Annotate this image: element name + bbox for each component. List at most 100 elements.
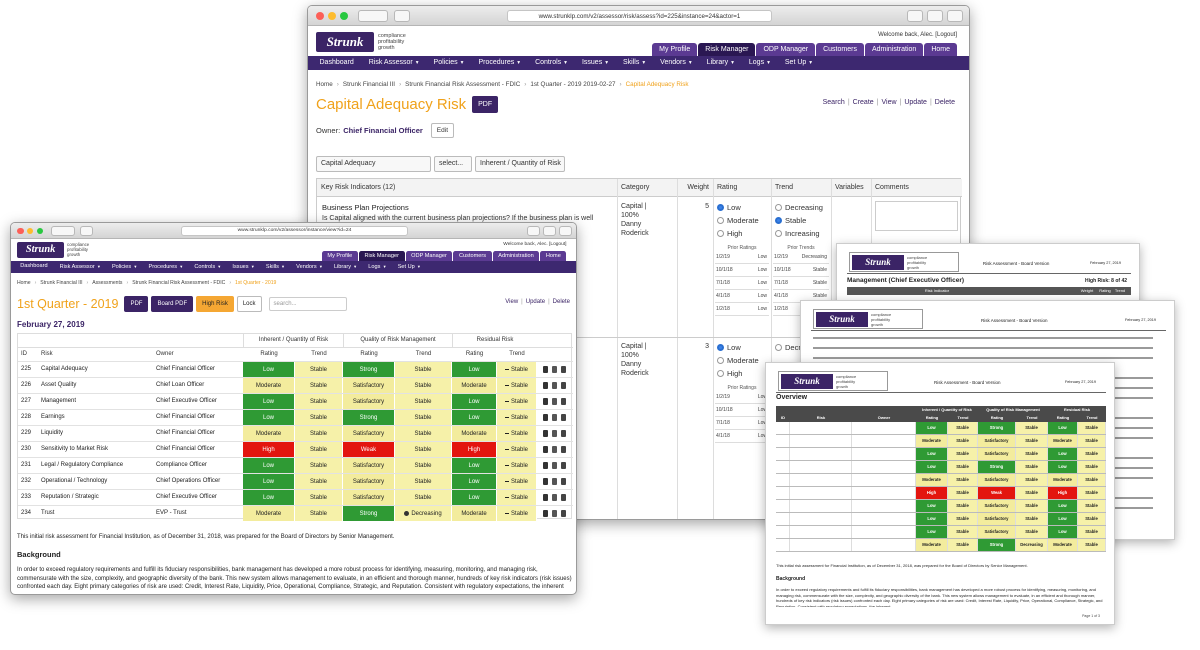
radio[interactable] (717, 230, 724, 237)
breadcrumb-item[interactable]: Strunk Financial Risk Assessment - FDIC (122, 280, 225, 286)
breadcrumb-item[interactable]: Assessments (82, 280, 122, 286)
nav-item[interactable]: Set Up (392, 261, 426, 272)
tab[interactable]: ODP Manager (405, 251, 453, 262)
nav-item[interactable]: Vendors (290, 261, 328, 272)
row-icon[interactable] (552, 510, 557, 517)
row-icon[interactable] (561, 510, 566, 517)
radio[interactable] (717, 204, 724, 211)
row-icon[interactable] (543, 430, 548, 437)
radio[interactable] (775, 204, 782, 211)
nav-item[interactable]: Logs (741, 56, 777, 70)
nav-item[interactable]: Controls (188, 261, 226, 272)
row-icon[interactable] (543, 382, 548, 389)
nav-item[interactable]: Policies (426, 56, 471, 70)
window-control[interactable] (316, 12, 324, 20)
row-icon[interactable] (552, 494, 557, 501)
window-control[interactable] (36, 227, 43, 235)
toolbar-button[interactable] (927, 10, 943, 22)
sidebar-button[interactable] (79, 226, 93, 236)
tab[interactable]: Administration (864, 43, 924, 56)
tab[interactable]: My Profile (652, 43, 698, 56)
comment-box[interactable] (875, 201, 958, 231)
tab[interactable]: Administration (492, 251, 540, 262)
radio[interactable] (775, 217, 782, 224)
row-icon[interactable] (561, 462, 566, 469)
breadcrumb-item[interactable]: Home (316, 81, 333, 88)
action-button[interactable]: Board PDF (151, 296, 194, 312)
row-icon[interactable] (543, 494, 548, 501)
nav-item[interactable]: Controls (528, 56, 575, 70)
nav-item[interactable]: Risk Assessor (54, 261, 106, 272)
row-icon[interactable] (552, 414, 557, 421)
nav-item[interactable]: Library (699, 56, 741, 70)
tab[interactable]: Home (924, 43, 957, 56)
row-icon[interactable] (552, 366, 557, 373)
nav-item[interactable]: Skills (260, 261, 290, 272)
row-icon[interactable] (552, 398, 557, 405)
row-icon[interactable] (561, 366, 566, 373)
radio[interactable] (775, 344, 782, 351)
radio[interactable] (717, 344, 724, 351)
row-icon[interactable] (543, 398, 548, 405)
action-link[interactable]: Delete (545, 299, 570, 305)
row-icon[interactable] (561, 382, 566, 389)
window-control[interactable] (340, 12, 348, 20)
window-control[interactable] (17, 227, 24, 235)
back-forward-buttons[interactable] (358, 10, 388, 22)
radio[interactable] (775, 230, 782, 237)
row-icon[interactable] (561, 446, 566, 453)
radio[interactable] (717, 357, 724, 364)
row-icon[interactable] (561, 398, 566, 405)
action-link[interactable]: Search (822, 99, 845, 106)
action-link[interactable]: View (505, 299, 519, 305)
window-control[interactable] (27, 227, 34, 235)
tab[interactable]: ODP Manager (756, 43, 816, 56)
breadcrumb-item[interactable]: Strunk Financial III (333, 81, 395, 88)
row-icon[interactable] (561, 478, 566, 485)
action-button[interactable]: High Risk (196, 296, 234, 312)
toolbar-button[interactable] (907, 10, 923, 22)
toolbar-button[interactable] (542, 226, 556, 236)
row-icon[interactable] (543, 510, 548, 517)
action-link[interactable]: Delete (927, 99, 955, 106)
nav-item[interactable]: Dashboard (20, 263, 48, 270)
nav-item[interactable]: Dashboard (319, 59, 354, 66)
toolbar-button[interactable] (947, 10, 963, 22)
nav-item[interactable]: Procedures (471, 56, 528, 70)
toolbar-button[interactable] (558, 226, 572, 236)
nav-item[interactable]: Library (328, 261, 362, 272)
nav-item[interactable]: Vendors (653, 56, 700, 70)
row-icon[interactable] (561, 494, 566, 501)
row-icon[interactable] (543, 462, 548, 469)
nav-item[interactable]: Skills (616, 56, 653, 70)
nav-item[interactable]: Logs (362, 261, 391, 272)
tab[interactable]: Customers (816, 43, 864, 56)
action-link[interactable]: Update (518, 299, 545, 305)
row-icon[interactable] (552, 382, 557, 389)
action-link[interactable]: Update (897, 99, 927, 106)
row-icon[interactable] (552, 478, 557, 485)
row-icon[interactable] (552, 462, 557, 469)
edit-button[interactable]: Edit (430, 123, 454, 138)
nav-item[interactable]: Policies (106, 261, 143, 272)
nav-item[interactable]: Issues (226, 261, 259, 272)
tab[interactable]: Risk Manager (698, 43, 756, 56)
breadcrumb-item[interactable]: Strunk Financial III (31, 280, 82, 286)
breadcrumb-item[interactable]: Strunk Financial Risk Assessment - FDIC (395, 81, 520, 88)
address-bar[interactable]: www.strunklp.com/v2/assessor/risk/assess… (506, 10, 773, 22)
pdf-button[interactable]: PDF (472, 96, 499, 113)
toolbar-button[interactable] (526, 226, 540, 236)
action-button[interactable]: Lock (236, 296, 262, 312)
filter-select[interactable]: select... (434, 156, 472, 172)
row-icon[interactable] (561, 414, 566, 421)
action-link[interactable]: View (874, 99, 896, 106)
nav-item[interactable]: Procedures (142, 261, 188, 272)
sidebar-button[interactable] (394, 10, 410, 22)
search-input[interactable]: search... (268, 297, 347, 311)
row-icon[interactable] (543, 478, 548, 485)
tab[interactable]: Home (540, 251, 567, 262)
row-icon[interactable] (543, 414, 548, 421)
window-control[interactable] (328, 12, 336, 20)
nav-item[interactable]: Issues (574, 56, 615, 70)
breadcrumb-item[interactable]: 1st Quarter - 2019 2019-02-27 (520, 81, 615, 88)
